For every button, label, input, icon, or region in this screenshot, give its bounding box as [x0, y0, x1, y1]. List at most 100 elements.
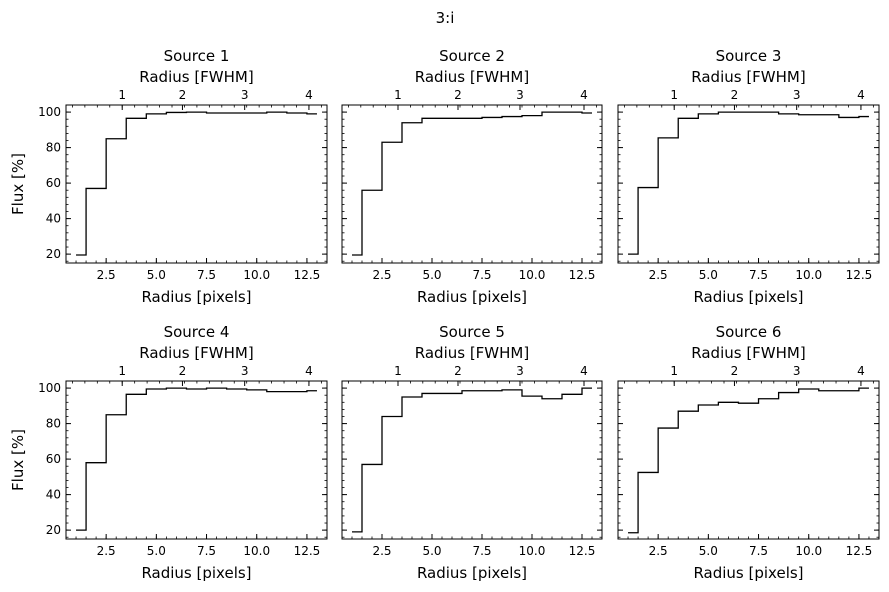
axes-frame: [617, 104, 880, 264]
y-tick-label: 20: [46, 247, 61, 261]
top-tick-label: 3: [241, 364, 249, 378]
x-axis-label: Radius [pixels]: [693, 564, 803, 582]
top-tick-label: 2: [454, 364, 462, 378]
top-tick-label: 1: [670, 88, 678, 102]
top-tick-label: 3: [516, 88, 524, 102]
x-tick-label: 12.5: [846, 544, 873, 558]
axes-frame: [617, 380, 880, 540]
y-tick-label: 40: [46, 212, 61, 226]
x-tick-label: 10.0: [795, 268, 822, 282]
panel-title: Source 4: [164, 323, 230, 341]
top-axis-label: Radius [FWHM]: [139, 68, 253, 86]
x-tick-label: 7.5: [749, 544, 768, 558]
panel-source-4: 2.5 5.0 7.5 10.0 12.5 20 40 60 80 100 1 2 3 4 Source 4…: [9, 323, 328, 582]
axes-frame: [65, 380, 328, 540]
top-tick-label: 2: [179, 364, 187, 378]
x-tick-label: 2.5: [649, 268, 668, 282]
top-axis-label: Radius [FWHM]: [415, 344, 529, 362]
y-tick-label: 40: [46, 488, 61, 502]
y-axis-label: Flux [%]: [9, 429, 27, 491]
flux-step-line: [76, 387, 317, 531]
flux-step-line: [628, 387, 869, 534]
top-axis-label: Radius [FWHM]: [139, 344, 253, 362]
top-tick-label: 3: [793, 364, 801, 378]
x-tick-label: 10.0: [519, 268, 546, 282]
panel-title: Source 1: [164, 47, 230, 65]
top-tick-label: 4: [580, 88, 588, 102]
top-tick-label: 4: [857, 364, 865, 378]
top-tick-label: 4: [305, 364, 313, 378]
x-tick-label: 2.5: [372, 544, 391, 558]
y-tick-label: 60: [46, 176, 61, 190]
top-tick-label: 2: [731, 88, 739, 102]
x-tick-label: 5.0: [422, 268, 441, 282]
y-axis-label: Flux [%]: [9, 153, 27, 215]
top-tick-label: 1: [394, 88, 402, 102]
x-axis-label: Radius [pixels]: [693, 288, 803, 306]
top-tick-label: 1: [118, 364, 126, 378]
top-axis-label: Radius [FWHM]: [415, 68, 529, 86]
top-tick-label: 4: [305, 88, 313, 102]
x-tick-label: 7.5: [197, 544, 216, 558]
panel-title: Source 6: [716, 323, 782, 341]
top-tick-label: 3: [516, 364, 524, 378]
x-tick-label: 5.0: [699, 544, 718, 558]
flux-step-line: [352, 387, 592, 533]
x-tick-label: 10.0: [243, 268, 270, 282]
top-tick-label: 4: [580, 364, 588, 378]
top-tick-label: 1: [394, 364, 402, 378]
x-tick-label: 12.5: [846, 268, 873, 282]
x-tick-label: 2.5: [649, 544, 668, 558]
y-tick-label: 60: [46, 452, 61, 466]
top-tick-label: 4: [857, 88, 865, 102]
x-tick-label: 5.0: [699, 268, 718, 282]
axes-frame: [65, 104, 328, 264]
flux-step-line: [628, 111, 869, 255]
figure-suptitle: 3:i: [436, 9, 455, 27]
top-axis-label: Radius [FWHM]: [691, 68, 805, 86]
top-tick-label: 3: [793, 88, 801, 102]
x-tick-label: 10.0: [795, 544, 822, 558]
x-tick-label: 12.5: [569, 544, 596, 558]
x-tick-label: 2.5: [372, 268, 391, 282]
x-tick-label: 7.5: [472, 544, 491, 558]
y-tick-label: 20: [46, 523, 61, 537]
x-axis-label: Radius [pixels]: [141, 564, 251, 582]
x-tick-label: 12.5: [294, 544, 321, 558]
x-tick-label: 5.0: [422, 544, 441, 558]
x-axis-label: Radius [pixels]: [417, 288, 527, 306]
x-tick-label: 12.5: [569, 268, 596, 282]
x-tick-label: 7.5: [472, 268, 491, 282]
x-tick-label: 10.0: [243, 544, 270, 558]
panel-title: Source 3: [716, 47, 782, 65]
panel-source-1: 2.5 5.0 7.5 10.0 12.5 20 40 60 80 100 1 2 3 4 Source 1…: [9, 47, 328, 306]
flux-step-line: [352, 111, 592, 256]
top-tick-label: 2: [179, 88, 187, 102]
x-tick-label: 5.0: [147, 268, 166, 282]
top-tick-label: 1: [118, 88, 126, 102]
axes-frame: [341, 380, 603, 540]
y-tick-label: 80: [46, 141, 61, 155]
top-tick-label: 2: [454, 88, 462, 102]
x-tick-label: 10.0: [519, 544, 546, 558]
flux-step-line: [76, 111, 317, 256]
panel-source-2: 2.5 5.0 7.5 10.0 12.5 1 2 3 4 Source 2 Radius [FWH…: [341, 47, 603, 306]
panel-source-3: 2.5 5.0 7.5 10.0 12.5 1 2 3 4 Source 3 Radius [FWH…: [617, 47, 880, 306]
x-tick-label: 7.5: [197, 268, 216, 282]
x-tick-label: 12.5: [294, 268, 321, 282]
x-tick-label: 5.0: [147, 544, 166, 558]
x-tick-label: 7.5: [749, 268, 768, 282]
x-tick-label: 2.5: [97, 268, 116, 282]
y-tick-label: 100: [38, 381, 61, 395]
top-tick-label: 3: [241, 88, 249, 102]
panel-title: Source 2: [439, 47, 505, 65]
top-tick-label: 2: [731, 364, 739, 378]
panel-title: Source 5: [439, 323, 505, 341]
x-axis-label: Radius [pixels]: [141, 288, 251, 306]
top-tick-label: 1: [670, 364, 678, 378]
y-tick-label: 100: [38, 105, 61, 119]
panel-source-6: 2.5 5.0 7.5 10.0 12.5 1 2 3 4 Source 6 Radius [FWH…: [617, 323, 880, 582]
y-tick-label: 80: [46, 417, 61, 431]
top-axis-label: Radius [FWHM]: [691, 344, 805, 362]
